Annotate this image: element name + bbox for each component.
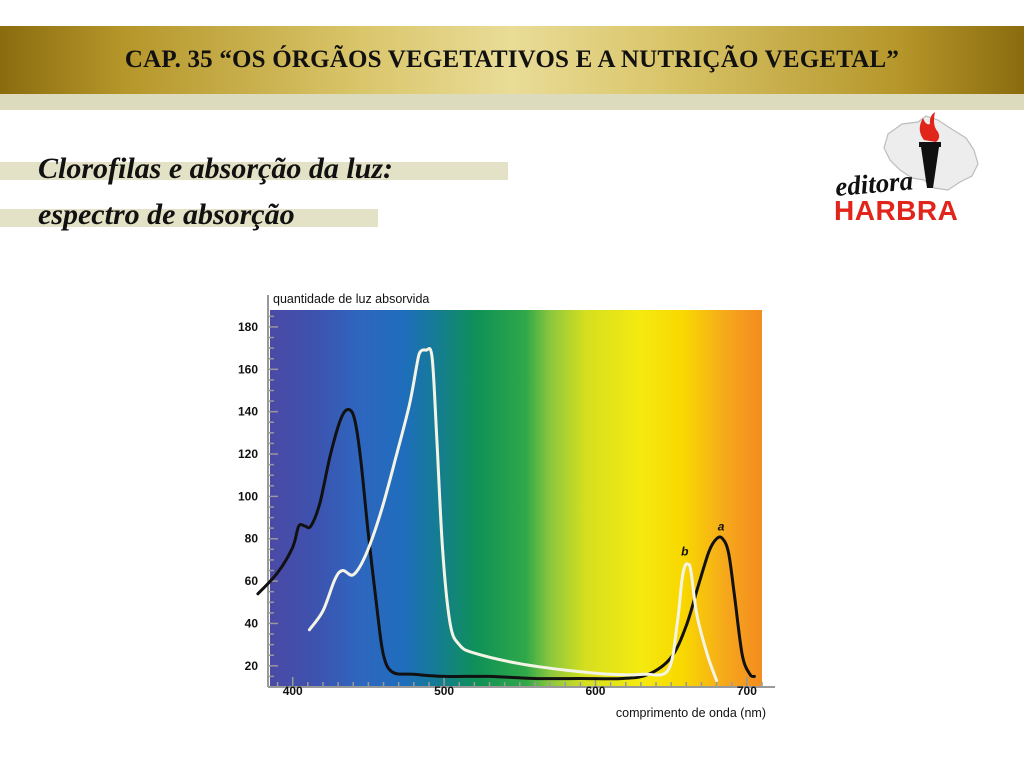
y-tick-label: 120 [238, 447, 258, 461]
title-stripe-2 [0, 209, 378, 227]
logo-script-text: editora [834, 165, 914, 202]
torch-icon [919, 112, 941, 188]
x-tick-label: 700 [737, 684, 757, 698]
y-tick-label: 140 [238, 405, 258, 419]
slide-title: Clorofilas e absorção da luz: espectro d… [38, 146, 393, 238]
series-line-b [307, 346, 719, 683]
spectrum-background [270, 310, 762, 687]
y-tick-label: 40 [245, 616, 259, 630]
x-tick-label: 500 [434, 684, 454, 698]
slide-title-line-1: Clorofilas e absorção da luz: [38, 152, 394, 185]
logo-brand-text: HARBRA [834, 195, 958, 226]
slide-title-line-2: espectro de absorção [38, 198, 295, 231]
annotation-b: b [681, 545, 688, 559]
y-tick-label: 60 [245, 574, 259, 588]
x-axis-label: comprimento de onda (nm) [616, 706, 766, 720]
x-ticks: 400 500 600 700 [276, 677, 763, 698]
publisher-logo: editora HARBRA [834, 112, 979, 226]
series-group [256, 346, 756, 683]
header-band [0, 26, 1024, 94]
header-underline [0, 94, 1024, 110]
y-tick-label: 80 [245, 532, 259, 546]
y-ticks: 20 40 60 80 100 120 140 160 180 [238, 315, 278, 688]
annotations: ab [681, 519, 725, 558]
x-tick-label: 400 [283, 684, 303, 698]
series-line-a [256, 407, 756, 681]
annotation-a: a [718, 519, 725, 533]
y-tick-label: 20 [245, 659, 259, 673]
y-axis-label: quantidade de luz absorvida [273, 292, 429, 306]
header-title: CAP. 35 “OS ÓRGÃOS VEGETATIVOS E A NUTRI… [124, 46, 900, 73]
title-stripe-1 [0, 162, 508, 180]
y-tick-label: 180 [238, 320, 258, 334]
x-tick-label: 600 [585, 684, 605, 698]
y-tick-label: 100 [238, 489, 258, 503]
y-tick-label: 160 [238, 362, 258, 376]
